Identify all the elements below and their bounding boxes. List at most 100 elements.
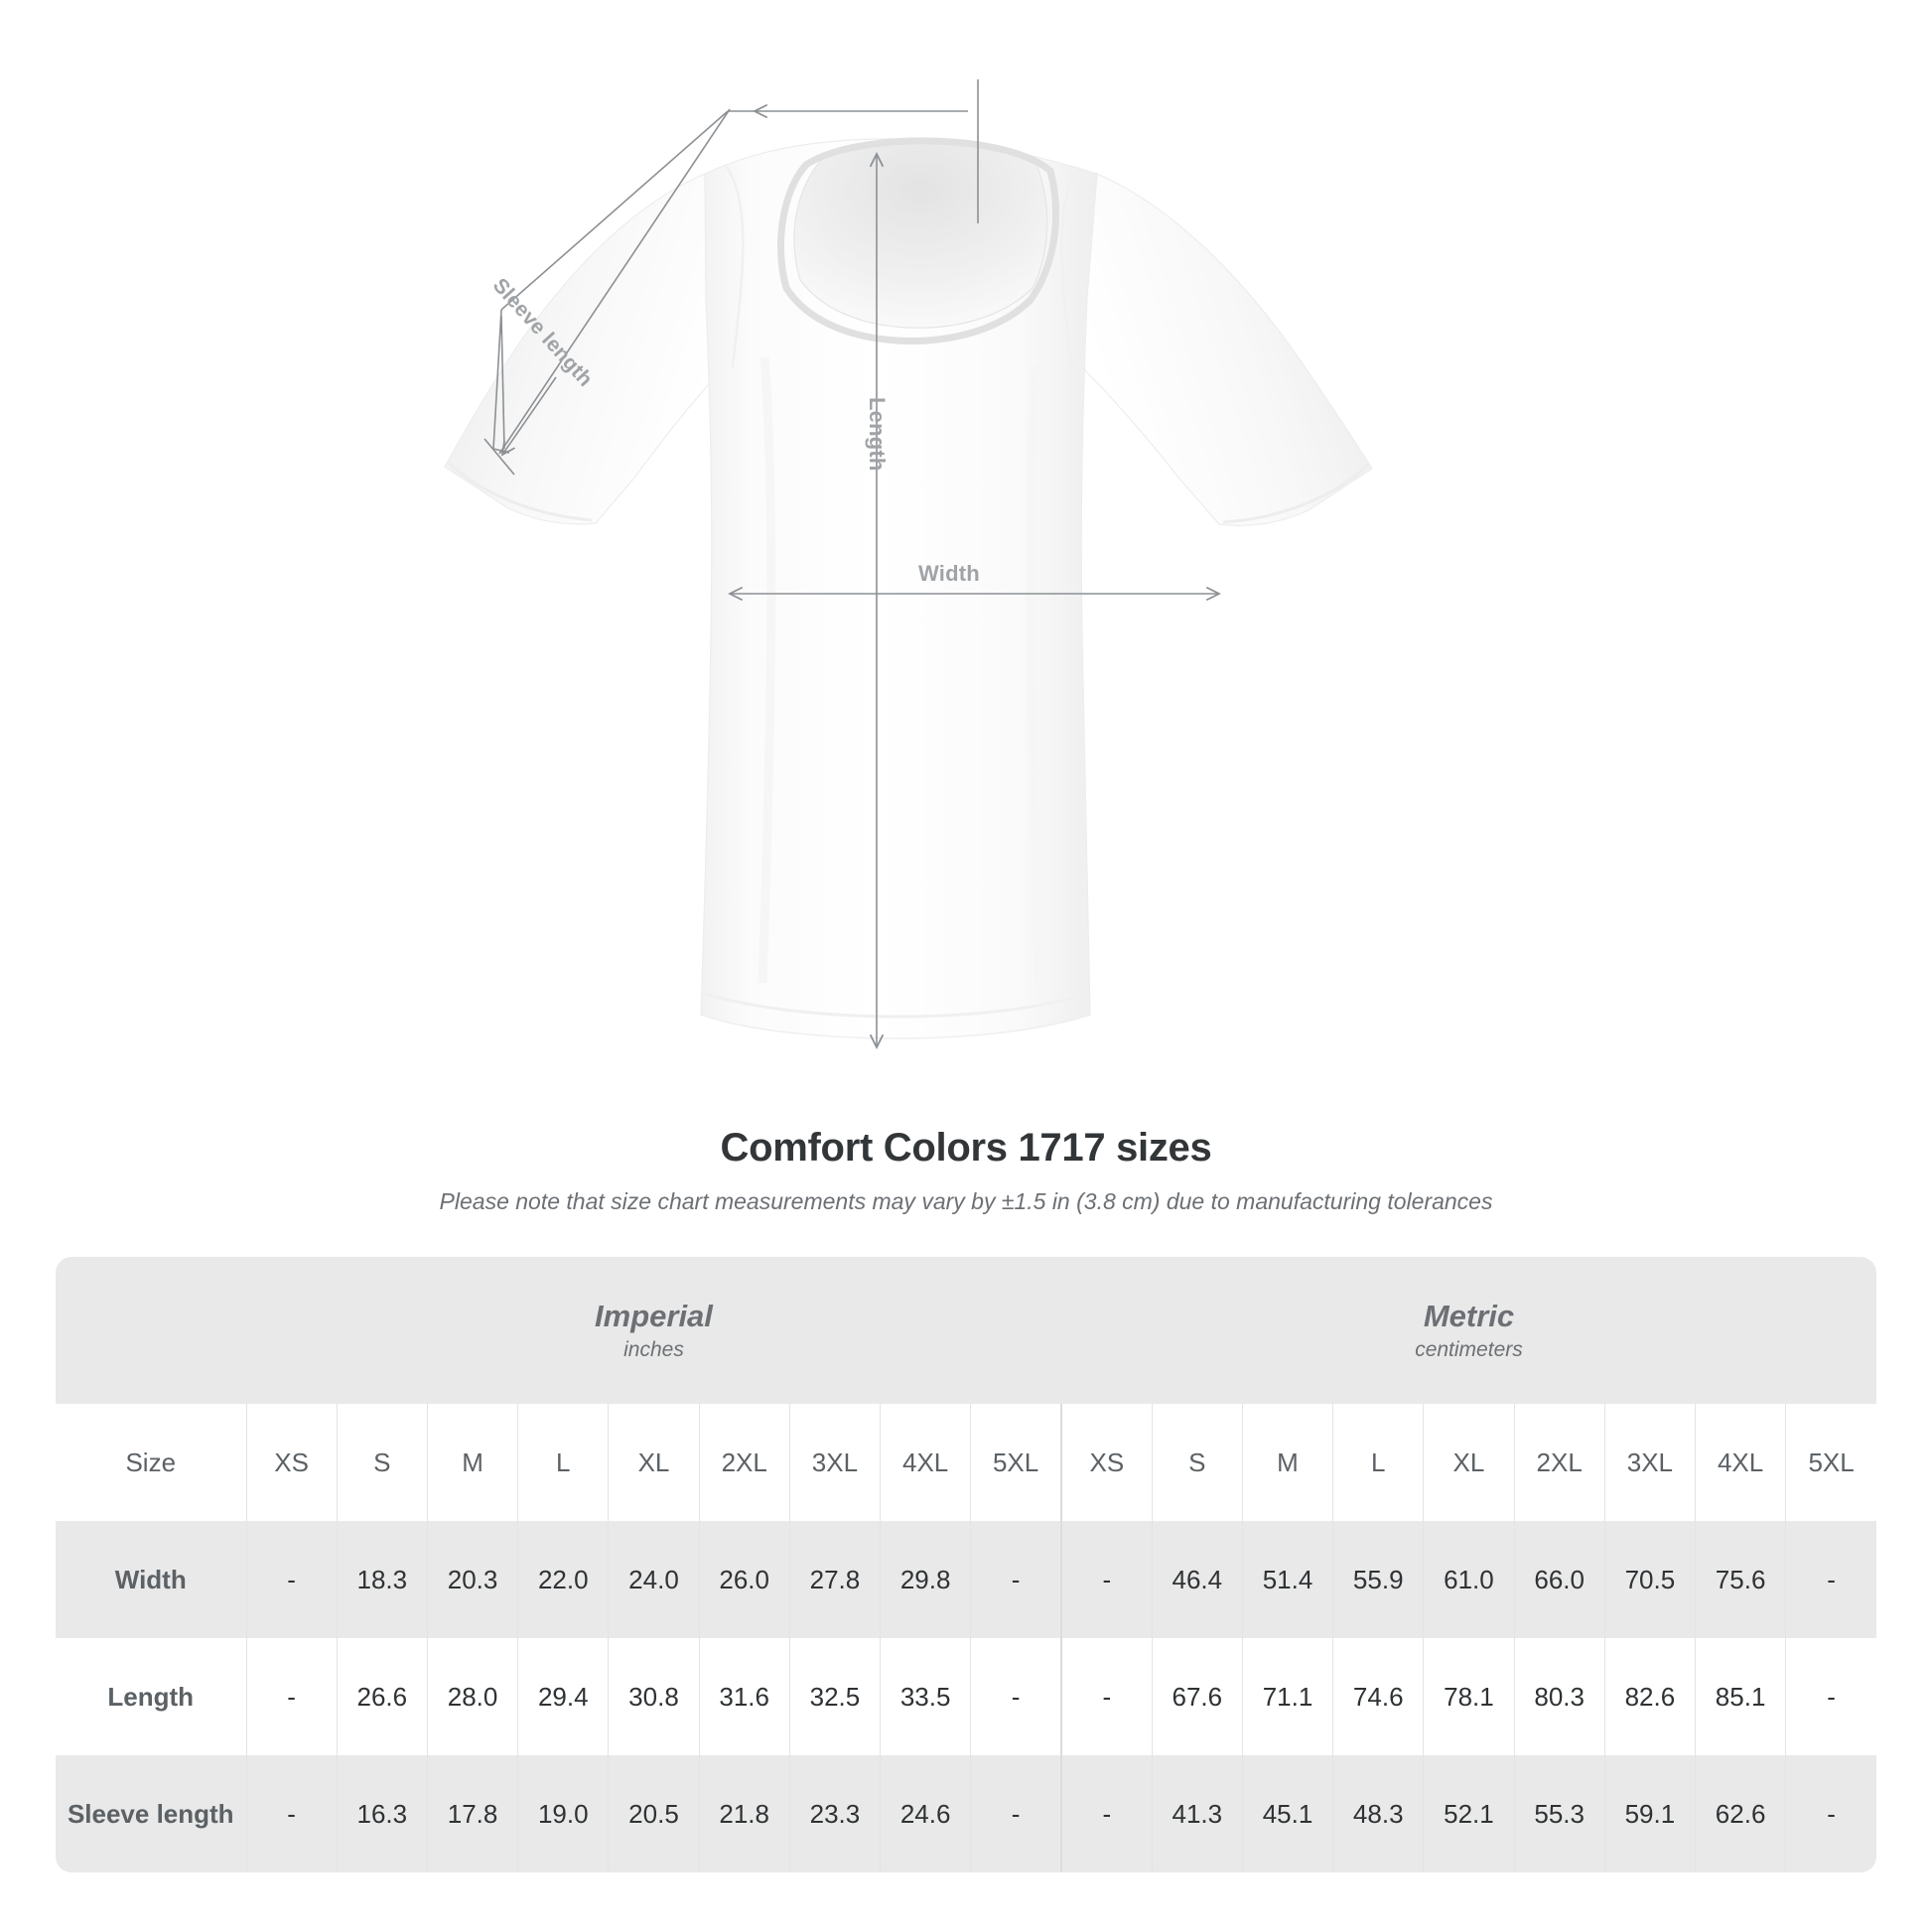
unit-header-row: Imperial inches Metric centimeters [56, 1257, 1876, 1404]
tshirt-illustration [444, 79, 1373, 1049]
right-sleeve-hem [1222, 463, 1370, 524]
size-col-metric-m: M [1241, 1404, 1333, 1521]
size-col-metric-xl: XL [1423, 1404, 1515, 1521]
cell-width-metric-xs: - [1059, 1521, 1153, 1638]
cell-sleeve-metric-5xl: - [1785, 1755, 1876, 1872]
right-shoulder-seam [1060, 166, 1080, 370]
size-col-metric-l: L [1332, 1404, 1424, 1521]
size-col-imperial-4xl: 4XL [880, 1404, 971, 1521]
sleeve-diagonal-upper [500, 110, 729, 311]
length-label: Length [865, 397, 890, 472]
cell-length-imperial-m: 28.0 [426, 1638, 518, 1755]
cell-sleeve-metric-m: 45.1 [1241, 1755, 1333, 1872]
size-col-imperial-xl: XL [608, 1404, 700, 1521]
tolerance-note: Please note that size chart measurements… [439, 1188, 1493, 1214]
cell-sleeve-imperial-l: 19.0 [517, 1755, 609, 1872]
cell-sleeve-imperial-m: 17.8 [426, 1755, 518, 1872]
fabric-fold-left [758, 356, 776, 984]
cell-sleeve-metric-4xl: 62.6 [1694, 1755, 1786, 1872]
size-table: Imperial inches Metric centimeters Size … [56, 1257, 1876, 1872]
cell-sleeve-metric-2xl: 55.3 [1513, 1755, 1605, 1872]
cell-sleeve-imperial-xl: 20.5 [608, 1755, 700, 1872]
cell-width-metric-xl: 61.0 [1423, 1521, 1515, 1638]
size-table-container: Imperial inches Metric centimeters Size … [0, 1257, 1932, 1872]
neck-ribbing [777, 137, 1059, 345]
cell-sleeve-metric-xl: 52.1 [1423, 1755, 1515, 1872]
cell-width-metric-3xl: 70.5 [1603, 1521, 1696, 1638]
size-col-metric-xs: XS [1059, 1404, 1153, 1521]
sleeve-diag-helper [500, 315, 505, 450]
tshirt-diagram: Sleeve length Length Width [444, 79, 1373, 1049]
size-col-metric-5xl: 5XL [1785, 1404, 1876, 1521]
title-block: Comfort Colors 1717 sizes Please note th… [0, 1126, 1932, 1215]
table-row: Length - 26.6 28.0 29.4 30.8 31.6 32.5 3… [56, 1638, 1876, 1755]
cell-length-imperial-xs: - [245, 1638, 338, 1755]
cell-length-metric-s: 67.6 [1151, 1638, 1243, 1755]
cell-width-imperial-s: 18.3 [336, 1521, 428, 1638]
dimension-lines [483, 79, 1221, 1049]
collar-inner [793, 142, 1048, 329]
size-table-body: Imperial inches Metric centimeters Size … [56, 1257, 1876, 1872]
row-label-sleeve-length: Sleeve length [56, 1755, 246, 1872]
cell-length-imperial-3xl: 32.5 [788, 1638, 881, 1755]
size-col-imperial-2xl: 2XL [698, 1404, 790, 1521]
cell-sleeve-imperial-4xl: 24.6 [880, 1755, 971, 1872]
cell-length-imperial-5xl: - [970, 1638, 1061, 1755]
cell-width-metric-m: 51.4 [1241, 1521, 1333, 1638]
left-sleeve-hem [447, 461, 593, 522]
cell-length-imperial-l: 29.4 [517, 1638, 609, 1755]
width-label: Width [918, 561, 980, 586]
cell-width-imperial-m: 20.3 [426, 1521, 518, 1638]
cell-width-imperial-l: 22.0 [517, 1521, 609, 1638]
cell-sleeve-metric-s: 41.3 [1151, 1755, 1243, 1872]
cell-sleeve-imperial-5xl: - [970, 1755, 1061, 1872]
left-sleeve [444, 173, 731, 525]
cell-length-metric-4xl: 85.1 [1694, 1638, 1786, 1755]
unit-name-imperial: Imperial [595, 1299, 713, 1334]
size-col-imperial-5xl: 5XL [970, 1404, 1061, 1521]
fabric-fold-right [1026, 364, 1043, 984]
cell-length-imperial-4xl: 33.5 [880, 1638, 971, 1755]
unit-header-spacer [56, 1257, 246, 1404]
sleeve-arrow-bottom [500, 376, 557, 457]
size-header-row: Size XS S M L XL 2XL 3XL 4XL 5XL XS S M … [56, 1404, 1876, 1521]
row-label-length: Length [56, 1638, 246, 1755]
right-sleeve [1079, 173, 1373, 526]
table-row: Sleeve length - 16.3 17.8 19.0 20.5 21.8… [56, 1755, 1876, 1872]
cell-length-metric-l: 74.6 [1332, 1638, 1424, 1755]
page-title: Comfort Colors 1717 sizes [720, 1126, 1212, 1170]
cell-sleeve-imperial-2xl: 21.8 [698, 1755, 790, 1872]
cell-length-imperial-2xl: 31.6 [698, 1638, 790, 1755]
size-col-metric-3xl: 3XL [1603, 1404, 1696, 1521]
sleeve-end-tick [483, 438, 515, 476]
cell-sleeve-imperial-3xl: 23.3 [788, 1755, 881, 1872]
cell-width-imperial-xs: - [245, 1521, 338, 1638]
cell-width-imperial-4xl: 29.8 [880, 1521, 971, 1638]
cell-length-metric-xs: - [1059, 1638, 1153, 1755]
cell-sleeve-metric-l: 48.3 [1332, 1755, 1424, 1872]
cell-width-metric-4xl: 75.6 [1694, 1521, 1786, 1638]
size-col-metric-2xl: 2XL [1513, 1404, 1605, 1521]
size-col-imperial-s: S [336, 1404, 428, 1521]
size-header-label: Size [56, 1404, 246, 1521]
size-col-imperial-xs: XS [245, 1404, 338, 1521]
cell-width-metric-5xl: - [1785, 1521, 1876, 1638]
table-row: Width - 18.3 20.3 22.0 24.0 26.0 27.8 29… [56, 1521, 1876, 1638]
cell-width-imperial-5xl: - [970, 1521, 1061, 1638]
size-col-imperial-l: L [517, 1404, 609, 1521]
bottom-hem [700, 991, 1091, 1019]
unit-sub-imperial: inches [623, 1337, 684, 1361]
unit-header-imperial: Imperial inches [246, 1257, 1061, 1404]
sleeve-leader-mid [492, 309, 502, 450]
cell-length-metric-2xl: 80.3 [1513, 1638, 1605, 1755]
left-shoulder-seam [725, 166, 745, 368]
cell-sleeve-metric-3xl: 59.1 [1603, 1755, 1696, 1872]
cell-width-metric-l: 55.9 [1332, 1521, 1424, 1638]
unit-name-metric: Metric [1423, 1299, 1515, 1334]
cell-length-imperial-s: 26.6 [336, 1638, 428, 1755]
size-col-metric-s: S [1151, 1404, 1243, 1521]
cell-length-metric-xl: 78.1 [1423, 1638, 1515, 1755]
cell-width-imperial-2xl: 26.0 [698, 1521, 790, 1638]
cell-width-imperial-3xl: 27.8 [788, 1521, 881, 1638]
